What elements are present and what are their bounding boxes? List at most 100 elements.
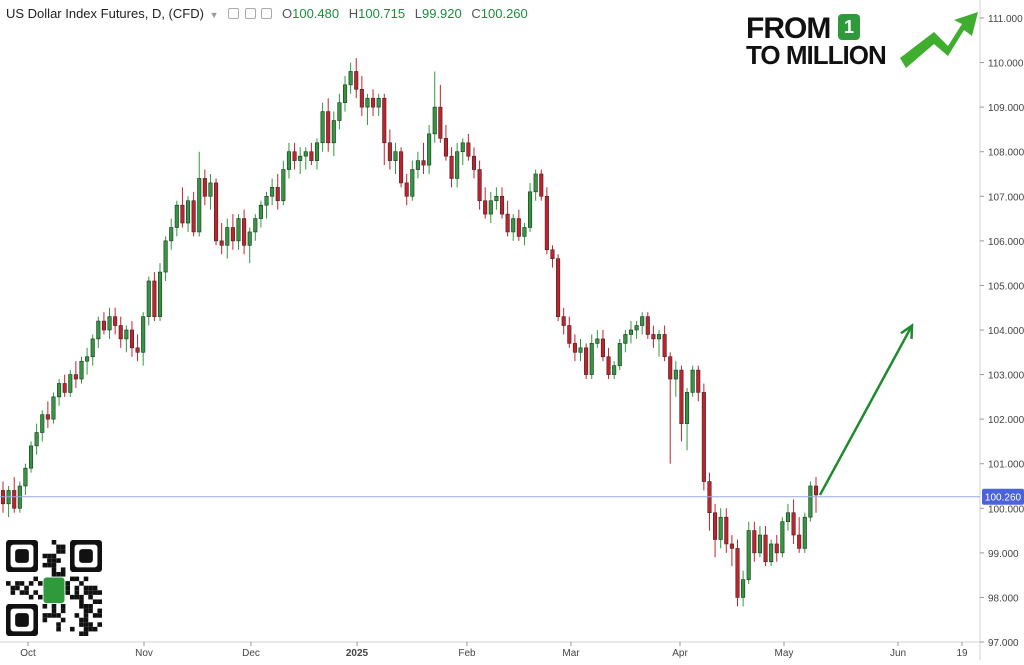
candle-body [432, 106, 437, 135]
candle-body [477, 169, 482, 202]
candle-body [746, 530, 751, 580]
candle-body [208, 182, 213, 197]
candle-body [561, 316, 566, 326]
brand-logo: FROM 1 TO MILLION [742, 10, 978, 72]
candle-body [309, 151, 314, 161]
candle-body [96, 320, 101, 340]
growth-arrow-icon [900, 12, 978, 68]
candle-body [443, 138, 448, 157]
last-price-label: 100.260 [985, 493, 1022, 504]
candle-body [813, 485, 819, 496]
candle-body [662, 334, 667, 358]
candle-body [298, 155, 303, 161]
candle-body [729, 543, 734, 549]
candle-body [180, 204, 185, 224]
candle-body [225, 227, 230, 246]
x-tick-label: Dec [242, 648, 260, 659]
candle-body [415, 160, 420, 170]
candle-body [387, 142, 392, 161]
candle-body [40, 414, 45, 433]
candle-body [23, 467, 28, 487]
x-tick-label: Mar [562, 648, 580, 659]
candle-body [281, 169, 286, 202]
x-tick-label: 19 [956, 648, 968, 659]
y-tick-label: 97.000 [988, 638, 1019, 649]
candle-body [185, 200, 191, 224]
close-icon[interactable] [261, 8, 273, 19]
candle-body [230, 227, 235, 242]
title-chevron-icon[interactable]: ▼ [209, 10, 219, 20]
candle-body [135, 347, 140, 353]
candle-body [606, 356, 611, 375]
eye-icon[interactable] [228, 8, 240, 19]
y-tick-label: 107.000 [988, 192, 1024, 203]
y-tick-label: 111.000 [988, 14, 1023, 25]
candle-body [511, 218, 516, 233]
candle-body [679, 369, 684, 424]
candle-body [236, 218, 241, 242]
candle-body [107, 316, 112, 331]
y-tick-label: 103.000 [988, 371, 1024, 382]
candle-body [146, 280, 151, 317]
candle-body [421, 160, 426, 166]
logo-badge: 1 [838, 14, 860, 40]
open-value: 100.480 [292, 6, 340, 21]
candle-body [460, 142, 465, 153]
candle-body [634, 325, 639, 331]
candle-body [90, 338, 95, 358]
candle-body [757, 534, 762, 554]
candle-body [640, 316, 645, 326]
candle-body [427, 133, 432, 166]
candle-body [724, 516, 729, 545]
candle-body [572, 343, 577, 353]
candle-body [595, 338, 600, 344]
candle-body [713, 512, 718, 540]
settings-icon[interactable] [244, 8, 256, 19]
candle-body [438, 106, 443, 139]
y-tick-label: 104.000 [988, 326, 1024, 337]
candle-body [174, 204, 179, 228]
candle-body [214, 182, 219, 242]
candle-body [410, 169, 415, 197]
low-label: L [414, 6, 422, 21]
candle-body [701, 392, 706, 482]
candle-body [163, 240, 168, 273]
x-tick-label: Jun [890, 648, 906, 659]
candle-body [376, 97, 381, 108]
projection-arrow-line [818, 324, 914, 496]
x-tick-label: May [775, 648, 794, 659]
y-tick-label: 108.000 [988, 148, 1024, 159]
candle-body [371, 97, 376, 108]
candle-body [791, 512, 796, 536]
candle-body [57, 383, 62, 398]
y-tick-label: 106.000 [988, 237, 1024, 248]
candle-body [275, 187, 280, 202]
candle-body [499, 195, 505, 215]
high-value: 100.715 [358, 6, 406, 21]
y-tick-label: 110.000 [988, 59, 1024, 70]
candle-body [286, 151, 291, 170]
close-label: C [471, 6, 481, 21]
y-tick-label: 100.000 [988, 504, 1024, 515]
candle-body [247, 231, 252, 246]
candle-body [331, 120, 336, 144]
candle-body [628, 329, 634, 335]
open-label: O [281, 6, 293, 21]
candle-body [85, 356, 90, 362]
candle-body [342, 84, 348, 103]
candle-body [191, 200, 196, 233]
candle-body [466, 142, 471, 157]
candle-body [785, 512, 791, 522]
y-tick-label: 105.000 [988, 281, 1024, 292]
candle-body [752, 530, 757, 554]
candle-body [539, 173, 544, 197]
candle-body [34, 432, 39, 447]
candle-body [399, 151, 404, 184]
candle-body [124, 329, 129, 340]
candle-body [741, 579, 746, 598]
y-tick-label: 101.000 [988, 460, 1024, 471]
candle-body [673, 369, 678, 380]
candle-body [258, 204, 263, 219]
candle-body [808, 485, 813, 518]
